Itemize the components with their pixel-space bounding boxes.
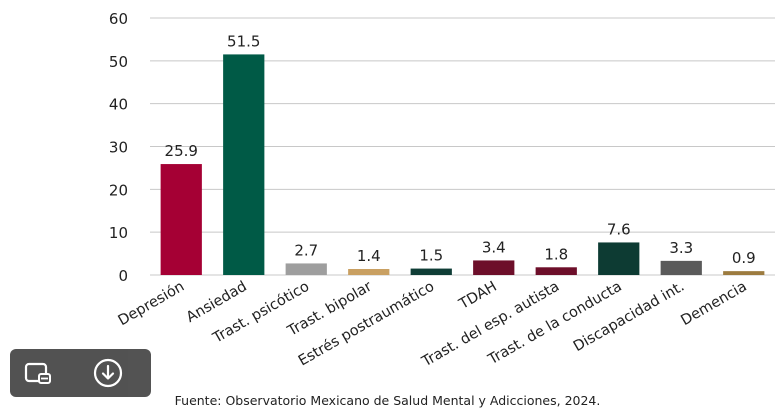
value-label: 1.5 bbox=[419, 247, 443, 265]
y-tick-label: 60 bbox=[109, 10, 128, 28]
bar bbox=[660, 260, 702, 275]
bar-chart: 0 10 20 30 40 50 60 25.9 51.5 2.7 1.4 1.5 3.4 1.8 7.6… bbox=[109, 10, 775, 371]
bar bbox=[223, 54, 265, 276]
source-note: Fuente: Observatorio Mexicano de Salud M… bbox=[174, 393, 601, 408]
image-settings-icon bbox=[24, 362, 51, 384]
y-tick-label: 40 bbox=[109, 96, 128, 114]
bar bbox=[348, 269, 390, 275]
value-label: 3.3 bbox=[669, 239, 693, 257]
bars bbox=[160, 54, 765, 276]
value-label: 25.9 bbox=[165, 142, 198, 160]
bar bbox=[160, 164, 202, 275]
value-label: 3.4 bbox=[482, 238, 506, 256]
bar bbox=[723, 271, 765, 275]
bar bbox=[535, 267, 577, 275]
image-settings-button[interactable] bbox=[22, 357, 54, 389]
value-label: 2.7 bbox=[294, 241, 318, 259]
y-tick-label: 30 bbox=[109, 139, 128, 157]
download-button[interactable] bbox=[92, 357, 124, 389]
value-labels: 25.9 51.5 2.7 1.4 1.5 3.4 1.8 7.6 3.3 0.9 bbox=[165, 32, 756, 267]
x-tick-label: Discapacidad int. bbox=[571, 279, 687, 355]
y-tick-label: 10 bbox=[109, 224, 128, 242]
bar bbox=[598, 242, 640, 275]
y-tick-label: 0 bbox=[118, 267, 128, 285]
y-axis-ticks: 0 10 20 30 40 50 60 bbox=[109, 10, 128, 285]
value-label: 51.5 bbox=[227, 32, 260, 50]
x-tick-label: Demencia bbox=[678, 279, 749, 329]
bar bbox=[285, 263, 327, 275]
bar bbox=[473, 260, 515, 275]
value-label: 1.8 bbox=[544, 245, 568, 263]
x-tick-label: Depresión bbox=[116, 279, 188, 330]
value-label: 7.6 bbox=[607, 220, 631, 238]
bar bbox=[410, 268, 452, 275]
y-tick-label: 50 bbox=[109, 53, 128, 71]
download-icon bbox=[93, 358, 123, 388]
value-label: 0.9 bbox=[732, 249, 756, 267]
x-tick-label: TDAH bbox=[456, 279, 500, 314]
y-tick-label: 20 bbox=[109, 181, 128, 199]
value-label: 1.4 bbox=[357, 247, 381, 265]
image-toolbar bbox=[10, 349, 151, 397]
